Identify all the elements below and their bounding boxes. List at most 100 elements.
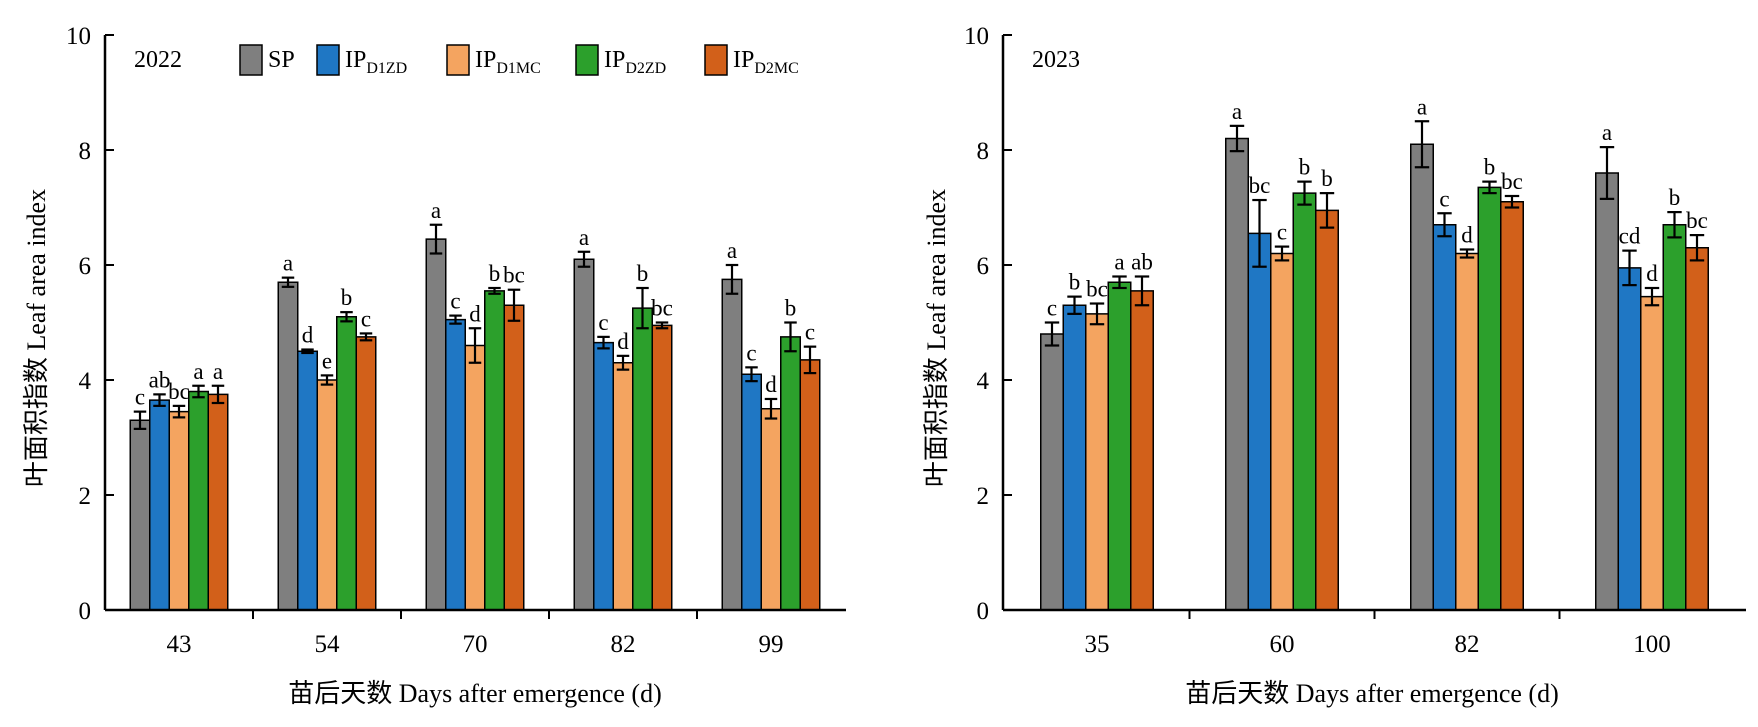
error-bar <box>359 332 373 342</box>
error-bar <box>211 384 225 405</box>
significance-letter: bc <box>1501 169 1523 194</box>
bar <box>1062 304 1087 611</box>
significance-letter: bc <box>503 263 525 288</box>
significance-letter: a <box>213 359 223 384</box>
significance-letter: a <box>431 198 441 223</box>
bar <box>651 324 673 611</box>
bar <box>593 341 614 611</box>
error-bar <box>1482 180 1497 195</box>
error-bar <box>1414 120 1430 169</box>
bar <box>1617 267 1642 611</box>
bar <box>1225 137 1249 611</box>
legend-item-ipd1zd: IPD1ZD <box>316 44 407 77</box>
legend-item-sp: SP <box>239 44 295 76</box>
y-tick-label: 6 <box>977 253 990 280</box>
legend-swatch-ipd1mc <box>446 44 470 76</box>
significance-letter: c <box>598 310 608 335</box>
significance-letter: c <box>361 306 371 331</box>
error-bar <box>1229 124 1245 153</box>
bar <box>1292 192 1317 611</box>
legend-label-ipd2zd: IPD2ZD <box>604 47 666 77</box>
error-bar <box>301 348 314 355</box>
significance-letter: b <box>1321 166 1333 191</box>
error-bar <box>1089 302 1105 326</box>
bar <box>425 238 447 611</box>
bar <box>464 344 486 611</box>
legend-swatch-ipd2mc <box>704 44 728 76</box>
y-axis-title: 叶面积指数 Leaf area index <box>22 189 51 487</box>
significance-letter: a <box>1232 99 1242 124</box>
error-bar <box>725 263 739 295</box>
error-bar <box>340 311 353 323</box>
bar <box>1130 290 1154 611</box>
bar <box>1477 186 1502 611</box>
error-bar <box>1297 180 1312 206</box>
significance-letter: bc <box>1686 208 1708 233</box>
y-tick-label: 2 <box>79 483 92 510</box>
significance-letter: e <box>322 348 332 373</box>
panel-label: 2023 <box>1032 47 1080 73</box>
bar <box>1432 224 1457 611</box>
error-bar <box>1599 146 1615 200</box>
bar <box>503 304 525 611</box>
significance-letter: ab <box>149 367 171 392</box>
legend-swatch-ipd2zd <box>575 44 599 76</box>
error-bar <box>745 366 758 383</box>
bar <box>1410 143 1434 611</box>
significance-letter: b <box>1069 270 1081 295</box>
error-bar <box>1067 295 1082 315</box>
significance-letter: c <box>1047 296 1057 321</box>
error-bar <box>1459 248 1475 259</box>
x-axis-title: 苗后天数 Days after emergence (d) <box>288 679 661 708</box>
error-bar <box>1622 249 1637 287</box>
significance-letter: a <box>579 225 589 250</box>
error-bar <box>429 223 443 255</box>
x-axis-title: 苗后天数 Days after emergence (d) <box>1185 679 1558 708</box>
bar <box>741 373 762 611</box>
legend-item-ipd2zd: IPD2ZD <box>575 44 666 77</box>
error-bar <box>597 335 610 350</box>
y-tick-label: 2 <box>977 483 990 510</box>
significance-letter: b <box>1299 155 1311 180</box>
bar <box>1247 232 1272 611</box>
bar <box>207 393 229 611</box>
y-tick-label: 0 <box>977 598 990 625</box>
significance-letter: c <box>805 320 815 345</box>
error-bar <box>1134 275 1150 307</box>
significance-letter: b <box>341 285 353 310</box>
bar <box>721 278 743 611</box>
significance-letter: cd <box>1619 224 1641 249</box>
panel-label: 2022 <box>134 47 182 73</box>
bar <box>612 362 634 611</box>
legend-label-ipd1zd: IPD1ZD <box>345 47 407 77</box>
x-tick-label: 82 <box>1455 631 1480 658</box>
bar <box>316 379 338 611</box>
significance-letter: b <box>785 296 797 321</box>
bar <box>1685 247 1709 611</box>
error-bar <box>449 314 462 325</box>
significance-letter: b <box>637 261 649 286</box>
bar <box>1595 172 1619 611</box>
error-bar <box>655 321 669 330</box>
bar <box>780 336 801 611</box>
significance-letter: d <box>1461 222 1473 247</box>
x-tick-label: 99 <box>759 631 784 658</box>
error-bar <box>281 276 295 288</box>
error-bar <box>133 410 147 430</box>
significance-letter: b <box>1669 185 1681 210</box>
x-tick-label: 82 <box>611 631 636 658</box>
error-bar <box>577 250 591 268</box>
significance-letter: d <box>765 372 777 397</box>
error-bar <box>764 397 778 420</box>
bar <box>355 336 377 611</box>
bar <box>129 419 151 611</box>
error-bar <box>172 404 186 419</box>
bar <box>297 350 318 611</box>
significance-letter: d <box>617 329 629 354</box>
error-bar <box>616 354 630 371</box>
legend-label-ipd1mc: IPD1MC <box>475 47 541 77</box>
error-bar <box>153 393 166 407</box>
x-tick-label: 70 <box>463 631 488 658</box>
